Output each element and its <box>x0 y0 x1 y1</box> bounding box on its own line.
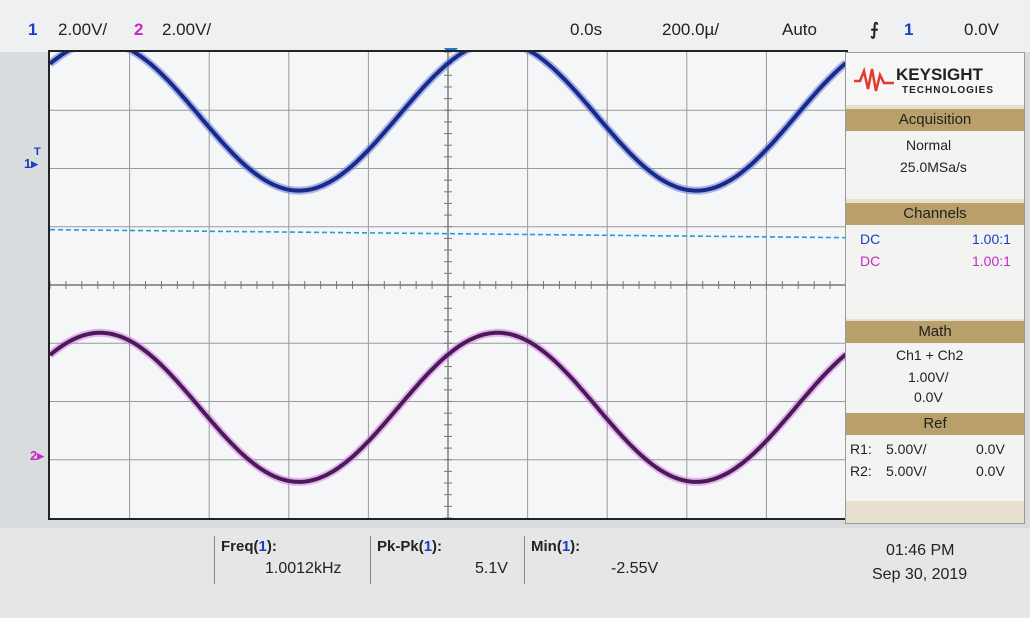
ch2-ground-marker[interactable]: 2▸ <box>30 448 44 463</box>
ch1-waveform <box>50 52 846 193</box>
ref-r1-name: R1: <box>850 441 872 457</box>
ch1-ground-marker[interactable]: 1▸ <box>24 156 38 171</box>
ch2-waveform <box>50 330 846 484</box>
ch1-marker-label: 1 <box>24 156 32 171</box>
trigger-edge-icon: ⨍ <box>870 20 879 39</box>
waveform-display[interactable] <box>48 50 848 520</box>
math-function: Ch1 + Ch2 <box>896 347 964 363</box>
brand-logo: KEYSIGHT TECHNOLOGIES <box>846 53 1024 105</box>
ch1-coupling: DC <box>860 231 881 247</box>
measurement-min-label: Min(1): <box>531 538 581 555</box>
ch2-number[interactable]: 2 <box>134 20 144 39</box>
trigger-level-marker: T <box>34 146 41 158</box>
math-header[interactable]: Math <box>846 321 1024 343</box>
ch1-probe: 1.00:1 <box>972 231 1011 247</box>
acquisition-header[interactable]: Acquisition <box>846 109 1024 131</box>
ch2-probe: 1.00:1 <box>972 253 1011 269</box>
ref-r1-offset: 0.0V <box>976 441 1005 457</box>
ref-body: R1: 5.00V/ 0.0V R2: 5.00V/ 0.0V <box>846 435 1024 501</box>
measurement-freq[interactable]: Freq(1): 1.0012kHz <box>214 536 367 584</box>
acquisition-body: Normal 25.0MSa/s <box>846 131 1024 199</box>
acquisition-rate: 25.0MSa/s <box>900 159 967 175</box>
acquisition-mode: Normal <box>906 137 952 153</box>
trigger-source[interactable]: 1 <box>904 20 914 39</box>
channels-header[interactable]: Channels <box>846 203 1024 225</box>
measurement-freq-label: Freq(1): <box>221 538 277 555</box>
channels-body: DC 1.00:1 DC 1.00:1 <box>846 225 1024 319</box>
ref-r2-scale: 5.00V/ <box>886 463 927 479</box>
measurement-pkpk-value: 5.1V <box>475 560 508 577</box>
ref-header[interactable]: Ref <box>846 413 1024 435</box>
side-panel: KEYSIGHT TECHNOLOGIES Acquisition Normal… <box>845 52 1025 524</box>
measurement-min-value: -2.55V <box>611 560 659 577</box>
measurement-pkpk-label: Pk-Pk(1): <box>377 538 443 555</box>
math-body: Ch1 + Ch2 1.00V/ 0.0V <box>846 343 1024 413</box>
ch1-number[interactable]: 1 <box>28 20 38 39</box>
trigger-level[interactable]: 0.0V <box>964 20 999 39</box>
ch2-marker-label: 2 <box>30 448 38 463</box>
math-offset: 0.0V <box>914 389 943 405</box>
ch2-scale[interactable]: 2.00V/ <box>162 20 212 39</box>
ref-r1-scale: 5.00V/ <box>886 441 927 457</box>
math-scale: 1.00V/ <box>908 369 949 385</box>
ch2-coupling: DC <box>860 253 881 269</box>
clock-date: Sep 30, 2019 <box>872 566 968 583</box>
status-bar: 1 2.00V/ 2 2.00V/ 0.0s 200.0µ/ Auto ⨍ 1 … <box>0 0 1030 52</box>
trigger-level-line <box>50 228 846 239</box>
ch1-scale[interactable]: 2.00V/ <box>58 20 108 39</box>
brand-name: KEYSIGHT <box>896 65 983 84</box>
ref-r2-name: R2: <box>850 463 872 479</box>
ref-r2-offset: 0.0V <box>976 463 1005 479</box>
brand-subtitle: TECHNOLOGIES <box>902 85 995 96</box>
measurement-pkpk[interactable]: Pk-Pk(1): 5.1V <box>370 536 523 584</box>
measurement-bar: Freq(1): 1.0012kHz Pk-Pk(1): 5.1V Min(1)… <box>0 528 1030 618</box>
clock-time: 01:46 PM <box>886 542 955 559</box>
time-offset[interactable]: 0.0s <box>570 20 603 39</box>
keysight-wave-icon <box>854 67 894 92</box>
measurement-freq-value: 1.0012kHz <box>265 560 342 577</box>
measurement-min[interactable]: Min(1): -2.55V <box>524 536 685 584</box>
waveform-svg <box>50 52 846 518</box>
time-scale[interactable]: 200.0µ/ <box>662 20 720 39</box>
trigger-mode[interactable]: Auto <box>782 20 817 39</box>
